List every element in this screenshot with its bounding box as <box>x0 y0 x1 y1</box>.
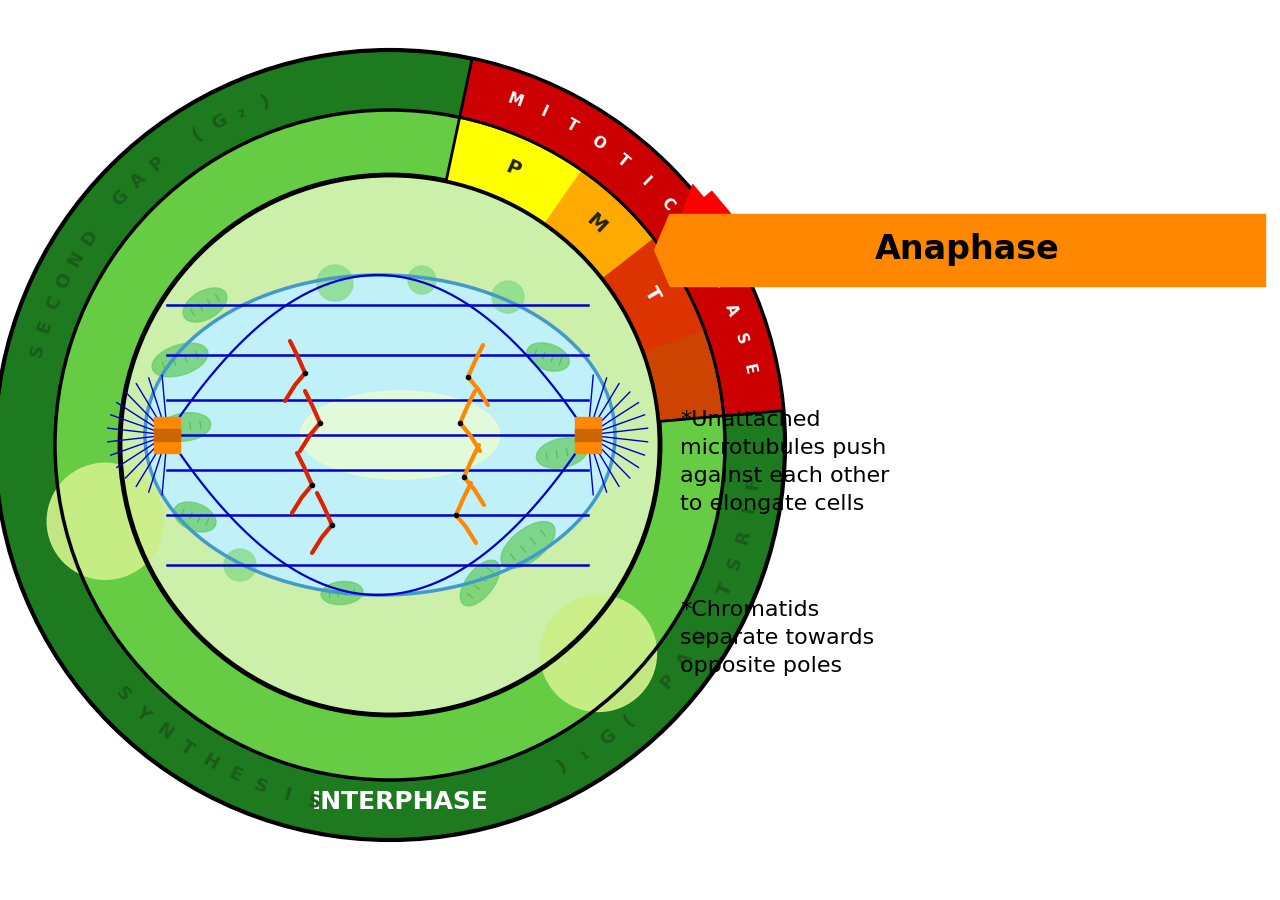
Text: G: G <box>689 626 712 649</box>
Ellipse shape <box>183 288 227 322</box>
Text: E: E <box>35 318 55 336</box>
Text: S: S <box>113 683 134 705</box>
Text: H: H <box>200 752 221 774</box>
Bar <box>155 417 180 453</box>
Bar <box>669 214 1265 286</box>
Ellipse shape <box>500 522 556 569</box>
Wedge shape <box>644 330 723 421</box>
Text: I: I <box>282 786 293 805</box>
Text: G: G <box>109 187 133 210</box>
Text: I: I <box>539 104 550 120</box>
Text: Y: Y <box>132 703 154 724</box>
Ellipse shape <box>174 502 216 532</box>
Text: S: S <box>251 776 270 797</box>
Text: M: M <box>506 91 525 110</box>
Text: E: E <box>741 362 758 375</box>
Bar <box>155 429 180 441</box>
Circle shape <box>540 596 657 712</box>
Ellipse shape <box>321 581 364 605</box>
Text: ): ) <box>553 758 570 778</box>
Circle shape <box>408 266 436 294</box>
Text: T: T <box>563 117 580 135</box>
Text: ): ) <box>259 92 273 112</box>
Text: A: A <box>722 302 740 318</box>
Text: ₁: ₁ <box>577 743 593 763</box>
Text: C: C <box>42 293 64 313</box>
Text: M: M <box>582 211 609 238</box>
Text: N: N <box>152 720 175 743</box>
Bar <box>575 429 602 441</box>
Text: A: A <box>127 169 150 192</box>
Text: O: O <box>589 132 608 152</box>
Text: N: N <box>64 248 88 270</box>
Text: C: C <box>658 195 676 213</box>
Text: D: D <box>78 226 101 248</box>
Ellipse shape <box>300 391 500 479</box>
Circle shape <box>224 549 256 581</box>
Text: (: ( <box>620 711 639 730</box>
Ellipse shape <box>145 275 614 595</box>
Polygon shape <box>654 214 669 286</box>
Circle shape <box>317 265 353 301</box>
Text: H: H <box>709 272 728 291</box>
Circle shape <box>55 110 724 780</box>
Text: R: R <box>732 528 754 546</box>
Text: (: ( <box>189 125 206 145</box>
Text: F: F <box>744 476 763 491</box>
Text: ₂: ₂ <box>234 102 250 122</box>
Text: *Unattached
microtubules push
against each other
to elongate cells: *Unattached microtubules push against ea… <box>680 410 890 514</box>
Text: *Chromatids
separate towards
opposite poles: *Chromatids separate towards opposite po… <box>680 600 874 676</box>
Text: T: T <box>714 580 736 598</box>
Wedge shape <box>603 238 705 353</box>
Text: S: S <box>27 342 47 359</box>
Wedge shape <box>460 58 783 416</box>
Text: G: G <box>209 111 230 134</box>
Text: S: S <box>306 792 323 812</box>
Ellipse shape <box>536 437 588 468</box>
Text: P: P <box>503 158 524 180</box>
Text: S: S <box>732 331 750 346</box>
Text: T: T <box>640 284 663 304</box>
Text: T: T <box>614 152 631 170</box>
Text: S: S <box>724 554 746 572</box>
Text: Anaphase: Anaphase <box>876 233 1060 266</box>
Wedge shape <box>545 171 654 279</box>
FancyArrow shape <box>672 184 735 245</box>
Circle shape <box>0 50 785 840</box>
Text: E: E <box>225 765 244 787</box>
Bar <box>575 417 602 453</box>
Text: I: I <box>740 506 759 515</box>
Circle shape <box>120 175 660 715</box>
Ellipse shape <box>461 560 499 606</box>
Text: T: T <box>177 737 197 759</box>
Text: INTERPHASE: INTERPHASE <box>311 790 489 814</box>
Circle shape <box>492 281 524 313</box>
Ellipse shape <box>526 343 570 371</box>
Text: O: O <box>52 270 76 292</box>
Wedge shape <box>447 117 582 224</box>
Text: P: P <box>657 671 678 693</box>
Ellipse shape <box>159 413 211 441</box>
Text: A: A <box>673 650 696 671</box>
Text: G: G <box>596 726 620 750</box>
Text: P: P <box>146 153 168 176</box>
Text: P: P <box>694 246 713 263</box>
Ellipse shape <box>152 343 207 377</box>
Circle shape <box>47 464 164 580</box>
Text: I: I <box>639 175 653 189</box>
